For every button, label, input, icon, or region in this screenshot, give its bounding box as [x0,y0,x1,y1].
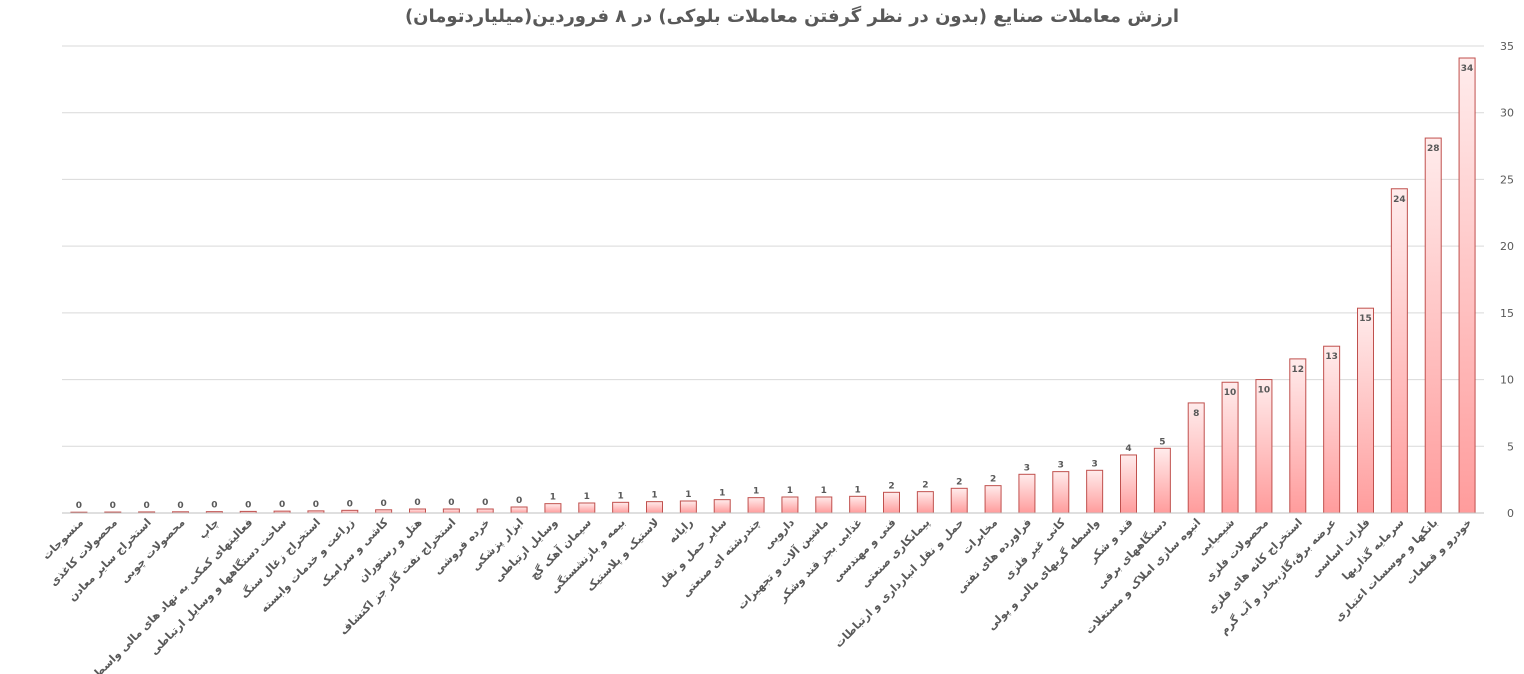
bar [544,503,562,514]
bar [1458,57,1476,514]
bar [578,502,596,514]
data-label: 15 [1359,314,1372,324]
bar [409,508,426,514]
data-label: 3 [1024,463,1030,473]
x-tick-label: سیمان آهک گچ [527,515,594,582]
y-tick-label: 25 [1500,173,1514,186]
bar [646,501,663,514]
data-label: 8 [1193,409,1199,419]
data-label: 1 [719,489,725,499]
data-label: 0 [76,501,82,511]
data-label: 2 [888,481,894,491]
data-label: 0 [279,500,285,510]
bar [1018,473,1036,514]
data-label: 2 [922,481,928,491]
bar [510,506,528,514]
data-label: 1 [753,487,759,497]
bar [713,499,731,514]
bar [442,508,460,514]
data-label: 1 [550,493,556,503]
data-label: 0 [245,500,251,510]
y-tick-label: 5 [1507,440,1514,453]
data-label: 0 [516,496,522,506]
bar [1424,137,1442,514]
data-label: 2 [956,477,962,487]
data-label: 13 [1325,352,1338,362]
data-label: 0 [347,499,353,509]
data-label: 0 [381,499,387,509]
bar [1120,454,1137,514]
x-tick-label: رایانه [666,516,696,546]
data-label: 1 [855,485,861,495]
bar [1323,345,1341,514]
data-label: 1 [651,491,657,501]
x-tick-label: محصولات چوبی [118,516,188,586]
data-label: 1 [787,486,793,496]
data-label: 1 [821,486,827,496]
data-label: 2 [990,475,996,485]
data-label: 0 [448,498,454,508]
data-label: 28 [1427,144,1440,154]
bar [849,495,867,514]
bar [950,487,968,514]
bar [1390,188,1408,514]
bar [1255,379,1273,514]
bar [1289,358,1307,514]
chart-title: ارزش معاملات صنایع (بدون در نظر گرفتن مع… [404,6,1180,27]
data-label: 3 [1092,459,1098,469]
y-tick-label: 20 [1500,240,1514,253]
x-tick-label: فلزات اساسی [1308,516,1372,580]
data-label: 1 [584,492,590,502]
bar [747,497,765,514]
y-tick-label: 0 [1507,507,1514,520]
bar [883,491,900,514]
gridlines [62,45,1484,447]
data-label: 5 [1159,437,1165,447]
data-label: 0 [482,498,488,508]
data-label: 3 [1058,461,1064,471]
bar [1357,307,1374,514]
data-label: 0 [144,501,150,511]
x-tick-label: چاپ [196,516,222,542]
data-label: 12 [1292,365,1305,375]
data-label: 0 [414,498,420,508]
bar [1086,469,1104,514]
bar [916,491,934,514]
bar [1052,471,1070,514]
data-label: 10 [1224,388,1237,398]
bar [815,496,833,514]
data-label: 24 [1393,195,1406,205]
data-label: 0 [211,501,217,511]
data-label: 0 [110,501,116,511]
data-label: 10 [1258,386,1271,396]
y-tick-label: 30 [1500,107,1514,120]
bar [679,500,697,514]
y-tick-label: 35 [1500,40,1514,53]
bar [1153,447,1171,514]
bar [1221,381,1239,514]
y-tick-label: 15 [1500,307,1514,320]
data-label: 4 [1125,444,1131,454]
data-label: 0 [177,501,183,511]
data-label: 0 [313,500,319,510]
bar [984,485,1002,514]
y-tick-label: 10 [1500,374,1514,387]
data-label: 34 [1461,64,1474,74]
data-label: 1 [685,490,691,500]
bars [70,57,1476,514]
bar [781,496,799,514]
bar [612,501,630,514]
bar [476,508,494,514]
bar [1187,402,1205,514]
data-label: 1 [618,491,624,501]
